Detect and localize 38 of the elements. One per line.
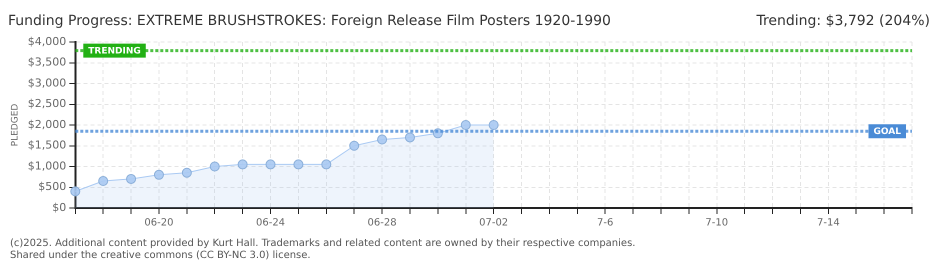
- point: [460, 120, 471, 130]
- chart-subtitle: Trending: $3,792 (204%): [755, 13, 930, 29]
- point: [182, 168, 192, 178]
- y-tick-label: $500: [38, 180, 66, 194]
- x-tick-label: 7-10: [705, 218, 728, 229]
- x-tick-label: 06-20: [144, 218, 174, 229]
- text: (c)2025. Additional content provided by Kurt Hall. Trademarks and related content are owned by their respective companies.: [10, 238, 636, 249]
- point: [210, 162, 220, 172]
- ref-line-label: TRENDING: [88, 46, 141, 56]
- ref-line-label: GOAL: [874, 127, 902, 138]
- point: [266, 159, 276, 170]
- point: [293, 159, 304, 170]
- x-tick-label: 7-14: [816, 218, 840, 229]
- y-tick-label: $3,500: [28, 56, 66, 69]
- y-tick-label: $1,500: [28, 138, 66, 152]
- y-axis-title: PLEDGED: [10, 104, 21, 146]
- x-tick-label: 07-02: [479, 218, 508, 229]
- y-tick-label: $1,000: [28, 159, 66, 172]
- chart-title: Funding Progress: EXTREME BRUSHSTROKES: Foreign Release Film Posters 1920-1990: [8, 13, 611, 29]
- point: [126, 174, 136, 184]
- point: [321, 159, 332, 170]
- y-tick-label: $3,000: [28, 76, 66, 90]
- point: [70, 186, 80, 196]
- y-tick-label: $4,000: [28, 34, 66, 48]
- text: Shared under the creative commons (CC BY-NC 3.0) license.: [10, 250, 311, 261]
- x-tick-label: 06-24: [256, 218, 286, 229]
- y-tick-label: $2,000: [28, 118, 66, 131]
- point: [98, 176, 108, 186]
- y-tick-label: $2,500: [28, 97, 66, 110]
- y-tick-label: $0: [52, 200, 66, 214]
- x-tick-label: 7-6: [597, 218, 614, 229]
- point: [404, 132, 415, 142]
- point: [238, 159, 248, 170]
- point: [154, 170, 164, 180]
- point: [377, 134, 388, 145]
- point: [349, 140, 360, 151]
- point: [488, 120, 499, 130]
- x-tick-label: 06-28: [368, 218, 397, 229]
